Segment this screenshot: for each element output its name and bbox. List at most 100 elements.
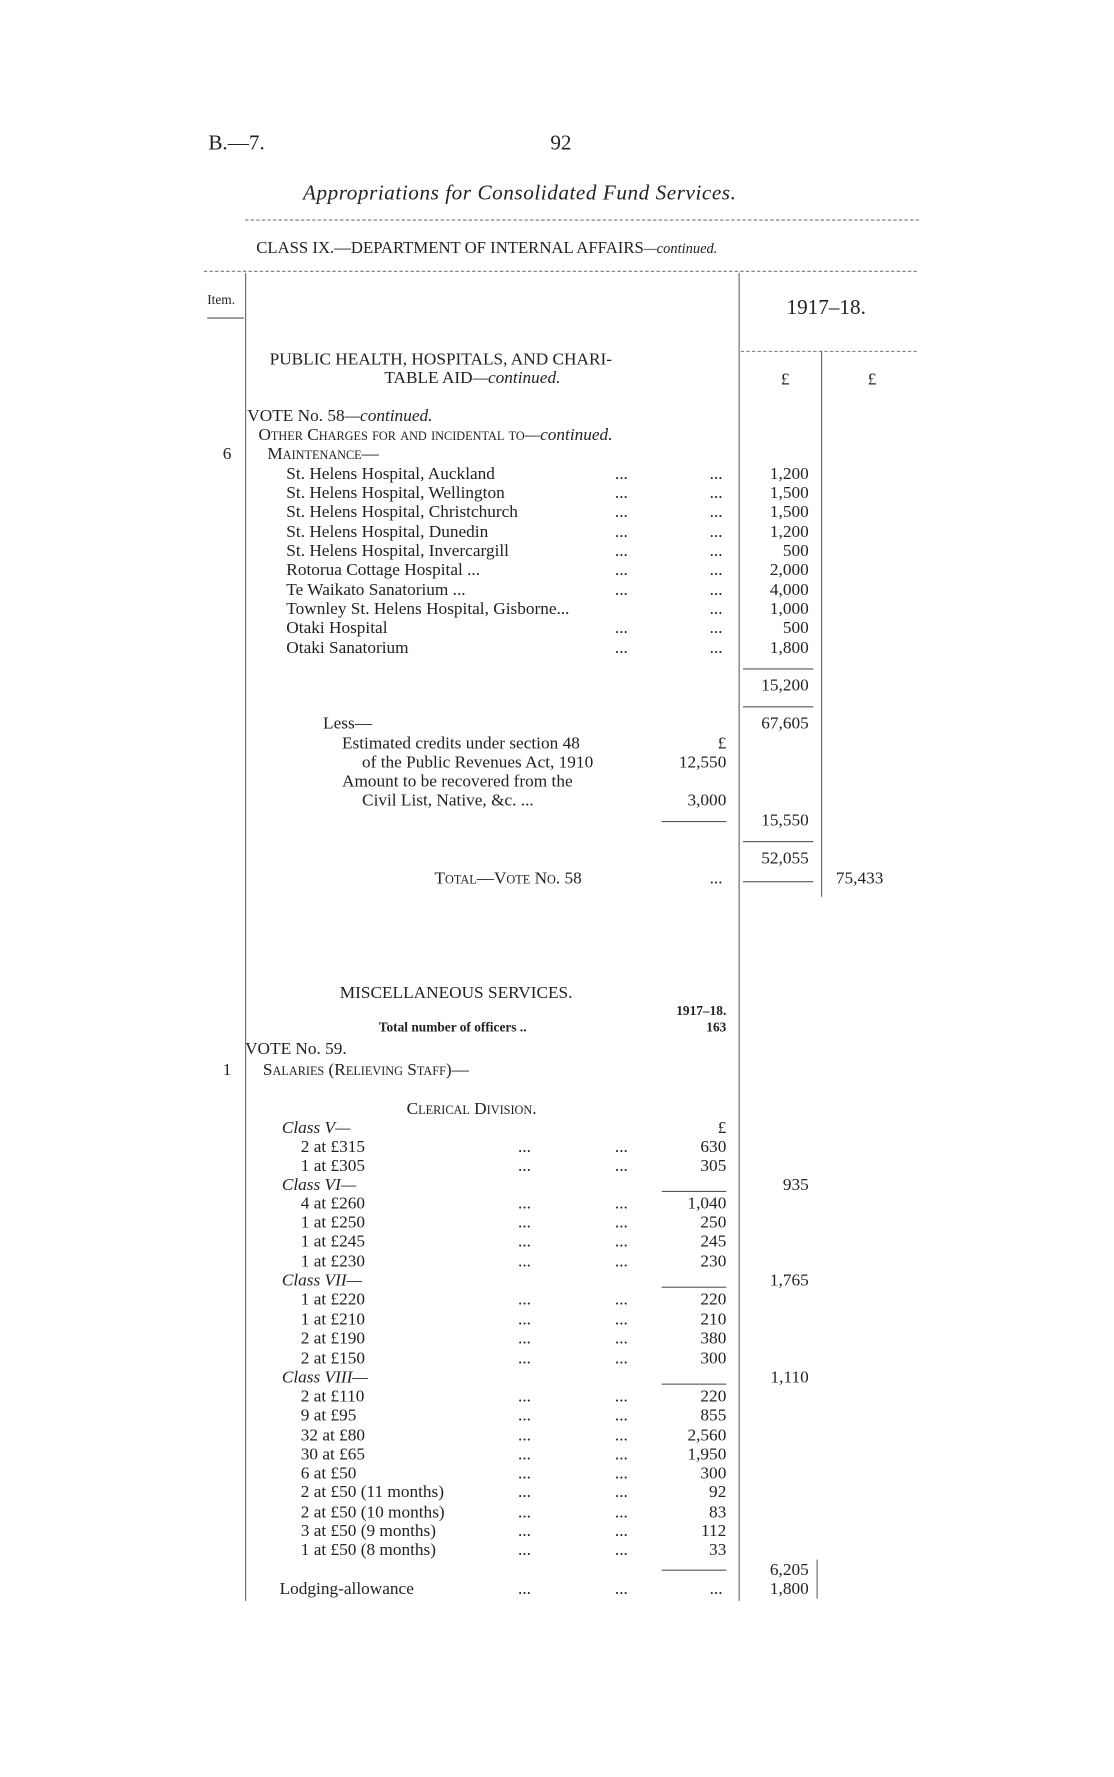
amount-detail: 250 xyxy=(700,1213,727,1233)
amount-detail: 3,000 xyxy=(687,790,727,810)
row-label: 32 at £80 xyxy=(300,1425,366,1445)
currency-header-2: £ xyxy=(867,369,877,389)
row-label: Otaki Sanatorium xyxy=(286,638,409,658)
amount-detail: 112 xyxy=(701,1521,727,1541)
leader-dots: ... xyxy=(518,1252,531,1272)
sum-rule xyxy=(661,821,727,823)
row-label: 6 at £50 xyxy=(300,1463,357,1483)
sum-rule xyxy=(661,1383,727,1385)
leader-dots: ... xyxy=(709,483,723,503)
leader-dots: ... xyxy=(614,502,628,522)
leader-dots: ... xyxy=(614,1156,628,1176)
row-label: Class VII— xyxy=(281,1271,362,1291)
row-label: Class VI— xyxy=(281,1175,357,1195)
row-label: 2 at £315 xyxy=(300,1137,366,1157)
sum-rule xyxy=(661,1569,727,1571)
amount-subtotal: 67,605 xyxy=(761,714,809,734)
amount-detail: 380 xyxy=(700,1329,727,1348)
leader-dots: ... xyxy=(614,1521,628,1541)
row-label: 1 at £230 xyxy=(300,1252,366,1272)
row-label: Class VIII— xyxy=(281,1367,368,1387)
amount-detail: 855 xyxy=(700,1405,727,1425)
leader-dots: ... xyxy=(614,541,628,561)
row-label: Otaki Hospital xyxy=(286,618,388,638)
row-label: St. Helens Hospital, Wellington xyxy=(286,483,505,503)
row-label: PUBLIC HEALTH, HOSPITALS, AND CHARI- xyxy=(269,349,612,369)
leader-dots: ... xyxy=(518,1156,531,1176)
row-label: Less— xyxy=(323,714,372,734)
leader-dots: ... xyxy=(518,1579,531,1599)
year-rule xyxy=(740,350,917,353)
row-label: Total number of officers .. xyxy=(378,1019,527,1035)
amount-total: 75,433 xyxy=(835,868,884,888)
row-label: 1 at £50 (8 months) xyxy=(300,1540,437,1560)
row-label-continued: —continued. xyxy=(524,425,613,445)
amount-subtotal: 1,200 xyxy=(769,522,809,542)
row-label: 2 at £50 (11 months) xyxy=(300,1482,445,1502)
leader-dots: ... xyxy=(518,1521,531,1541)
item-column-divider xyxy=(245,272,247,1601)
row-label: 9 at £95 xyxy=(300,1405,357,1425)
amount-detail: £ xyxy=(717,1118,727,1138)
currency-header-1: £ xyxy=(780,369,790,389)
leader-dots: ... xyxy=(709,502,723,522)
sum-rule xyxy=(743,706,814,708)
leader-dots: ... xyxy=(614,1290,628,1309)
row-label: Civil List, Native, &c. ... xyxy=(362,790,534,810)
leader-dots: ... xyxy=(614,1232,628,1252)
leader-dots: ... xyxy=(709,522,723,542)
amount-detail: 230 xyxy=(700,1252,727,1272)
amount-detail: 2,560 xyxy=(687,1425,727,1445)
row-label: 1 at £245 xyxy=(300,1232,366,1252)
leader-dots: ... xyxy=(518,1444,531,1464)
amount-detail: 83 xyxy=(709,1502,727,1522)
leader-dots: ... xyxy=(709,560,723,580)
leader-dots: ... xyxy=(614,1540,628,1560)
leader-dots: ... xyxy=(614,1463,628,1483)
leader-dots: ... xyxy=(518,1502,531,1522)
row-label: VOTE No. 59. xyxy=(245,1039,347,1059)
amount-subtotal: 2,000 xyxy=(769,560,809,580)
sum-rule xyxy=(743,881,814,883)
leader-dots: ... xyxy=(614,1349,628,1368)
sum-rule xyxy=(743,841,814,843)
leader-dots: ... xyxy=(614,483,628,503)
row-label: 1 at £250 xyxy=(300,1213,366,1233)
amount-subtotal: 15,550 xyxy=(761,810,809,830)
row-label: Lodging-allowance xyxy=(279,1579,414,1599)
row-label-text: TABLE AID xyxy=(384,368,473,388)
row-label: St. Helens Hospital, Auckland xyxy=(286,464,495,484)
leader-dots: ... xyxy=(709,541,723,561)
leader-dots: ... xyxy=(614,1386,628,1406)
leader-dots: ... xyxy=(614,1579,628,1599)
row-label: Total—Vote No. 58 xyxy=(434,868,582,888)
leader-dots: ... xyxy=(614,560,628,580)
amount-detail: 300 xyxy=(700,1463,727,1483)
amount-detail: 210 xyxy=(700,1310,727,1330)
leader-dots: ... xyxy=(518,1290,531,1309)
row-label: 1 at £210 xyxy=(300,1310,366,1330)
amount-subtotal: 1,500 xyxy=(769,483,809,503)
amount-detail: 630 xyxy=(700,1137,727,1157)
leader-dots: ... xyxy=(518,1194,531,1214)
amount-detail: 300 xyxy=(700,1349,727,1368)
leader-dots: ... xyxy=(614,638,628,658)
header-rule xyxy=(203,270,917,272)
sum-rule xyxy=(743,668,814,670)
row-label: TABLE AID—continued. xyxy=(384,369,560,388)
row-label: 2 at £150 xyxy=(300,1349,366,1368)
leader-dots: ... xyxy=(518,1540,531,1560)
amount-detail: 92 xyxy=(709,1482,727,1502)
row-label-continued: —continued. xyxy=(472,368,561,388)
amount-subtotal: 52,055 xyxy=(761,848,809,868)
row-label: Rotorua Cottage Hospital ... xyxy=(286,560,481,580)
leader-dots: ... xyxy=(518,1213,531,1233)
leader-dots: ... xyxy=(614,580,628,600)
amount-detail: 163 xyxy=(706,1019,727,1035)
amount-subtotal: 15,200 xyxy=(761,676,809,696)
row-label: 2 at £110 xyxy=(300,1386,365,1406)
row-label: Salaries (Relieving Staff)— xyxy=(262,1060,469,1080)
leader-dots: ... xyxy=(518,1137,531,1157)
leader-dots: ... xyxy=(614,1213,628,1233)
row-label-continued: —continued. xyxy=(344,406,433,426)
